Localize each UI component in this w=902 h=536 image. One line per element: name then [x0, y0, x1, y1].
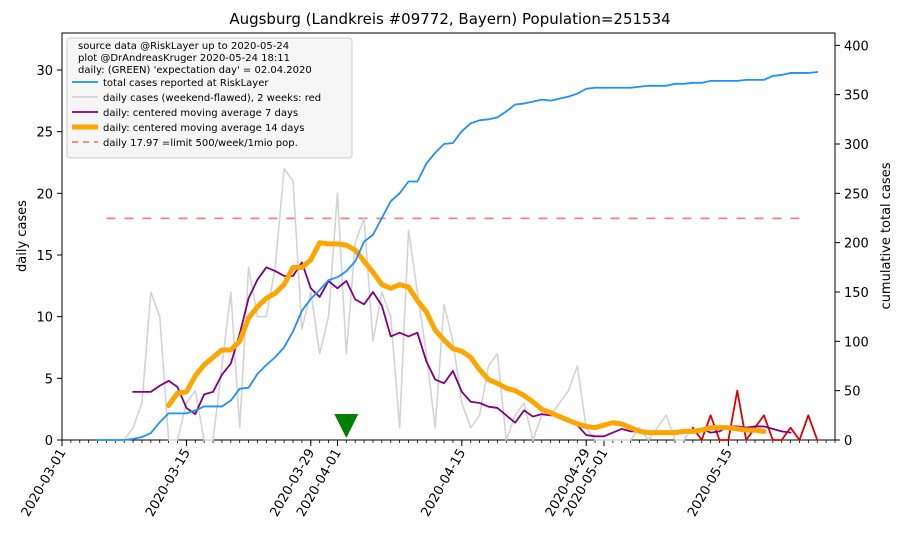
- y-axis-left-label: daily cases: [15, 200, 30, 272]
- expectation-day-marker: [334, 414, 359, 438]
- legend-entry-label: daily cases (weekend-flawed), 2 weeks: r…: [103, 93, 321, 104]
- legend-entry-label: daily 17.97 =limit 500/week/1mio pop.: [103, 138, 298, 149]
- y-right-tick-label: 50: [844, 385, 861, 400]
- legend-entry-label: total cases reported at RiskLayer: [103, 78, 269, 89]
- legend-header-line: daily: (GREEN) 'expectation day' = 02.04…: [78, 65, 312, 76]
- legend-header-line: plot @DrAndreasKruger 2020-05-24 18:11: [78, 53, 290, 64]
- y-right-tick-label: 100: [844, 335, 869, 350]
- chart-title: Augsburg (Landkreis #09772, Bayern) Popu…: [229, 10, 670, 28]
- y-axis-left: 0 5 10 15 20 25 30: [36, 64, 62, 449]
- y-right-tick-label: 0: [844, 434, 852, 449]
- legend: source data @RiskLayer up to 2020-05-24 …: [66, 37, 353, 159]
- x-axis: 2020-03-01 2020-03-15 2020-03-292020-04-01…: [19, 440, 836, 520]
- x-tick-label: 2020-05-15: [685, 447, 736, 520]
- y-left-tick-label: 0: [45, 434, 53, 449]
- y-left-tick-label: 25: [36, 126, 53, 141]
- legend-header-line: source data @RiskLayer up to 2020-05-24: [78, 41, 289, 52]
- y-left-tick-label: 10: [36, 311, 53, 326]
- legend-entry-label: daily: centered moving average 7 days: [103, 108, 298, 119]
- y-right-tick-label: 300: [844, 138, 869, 153]
- x-tick-label: 2020-04-15: [419, 447, 470, 520]
- legend-entry-label: daily: centered moving average 14 days: [103, 123, 304, 134]
- y-right-tick-label: 150: [844, 286, 869, 301]
- series-daily-line: [96, 167, 694, 441]
- y-right-tick-label: 200: [844, 237, 869, 252]
- series-total-line: [96, 71, 819, 441]
- y-left-tick-label: 20: [36, 187, 53, 202]
- y-right-tick-label: 350: [844, 89, 869, 104]
- y-axis-right-label: cumulative total cases: [879, 162, 894, 309]
- y-left-tick-label: 30: [36, 64, 53, 79]
- y-right-tick-label: 400: [844, 39, 869, 54]
- y-left-tick-label: 15: [36, 249, 53, 264]
- x-tick-label: 2020-03-15: [143, 447, 194, 520]
- y-axis-right: 0 50 100 150 200 250 300 350 400: [835, 39, 869, 449]
- y-left-tick-label: 5: [45, 372, 53, 387]
- y-right-tick-label: 250: [844, 187, 869, 202]
- legend-box: [66, 37, 353, 159]
- series-layer: [96, 71, 819, 441]
- series-ma14-line: [166, 240, 767, 436]
- x-tick-label: 2020-03-01: [19, 447, 70, 520]
